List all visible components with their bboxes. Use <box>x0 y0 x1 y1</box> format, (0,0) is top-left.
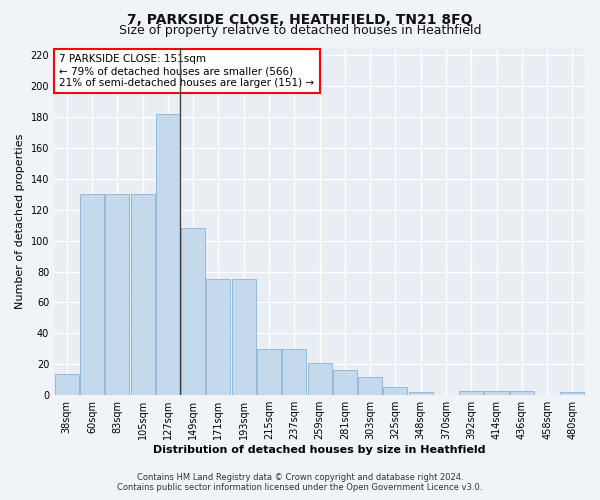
Y-axis label: Number of detached properties: Number of detached properties <box>15 134 25 309</box>
Bar <box>358 376 382 395</box>
Bar <box>232 280 256 395</box>
X-axis label: Distribution of detached houses by size in Heathfield: Distribution of detached houses by size … <box>153 445 486 455</box>
Bar <box>333 370 357 395</box>
Bar <box>282 349 306 395</box>
Bar <box>383 388 407 395</box>
Text: 7, PARKSIDE CLOSE, HEATHFIELD, TN21 8FQ: 7, PARKSIDE CLOSE, HEATHFIELD, TN21 8FQ <box>127 12 473 26</box>
Bar <box>156 114 180 395</box>
Bar <box>484 390 509 395</box>
Text: 7 PARKSIDE CLOSE: 151sqm
← 79% of detached houses are smaller (566)
21% of semi-: 7 PARKSIDE CLOSE: 151sqm ← 79% of detach… <box>59 54 314 88</box>
Bar <box>560 392 584 395</box>
Bar <box>80 194 104 395</box>
Bar <box>510 390 534 395</box>
Text: Contains HM Land Registry data © Crown copyright and database right 2024.
Contai: Contains HM Land Registry data © Crown c… <box>118 473 482 492</box>
Bar <box>257 349 281 395</box>
Bar <box>459 390 483 395</box>
Bar <box>206 280 230 395</box>
Bar <box>308 363 332 395</box>
Bar <box>181 228 205 395</box>
Bar <box>409 392 433 395</box>
Text: Size of property relative to detached houses in Heathfield: Size of property relative to detached ho… <box>119 24 481 37</box>
Bar <box>55 374 79 395</box>
Bar <box>105 194 129 395</box>
Bar <box>131 194 155 395</box>
